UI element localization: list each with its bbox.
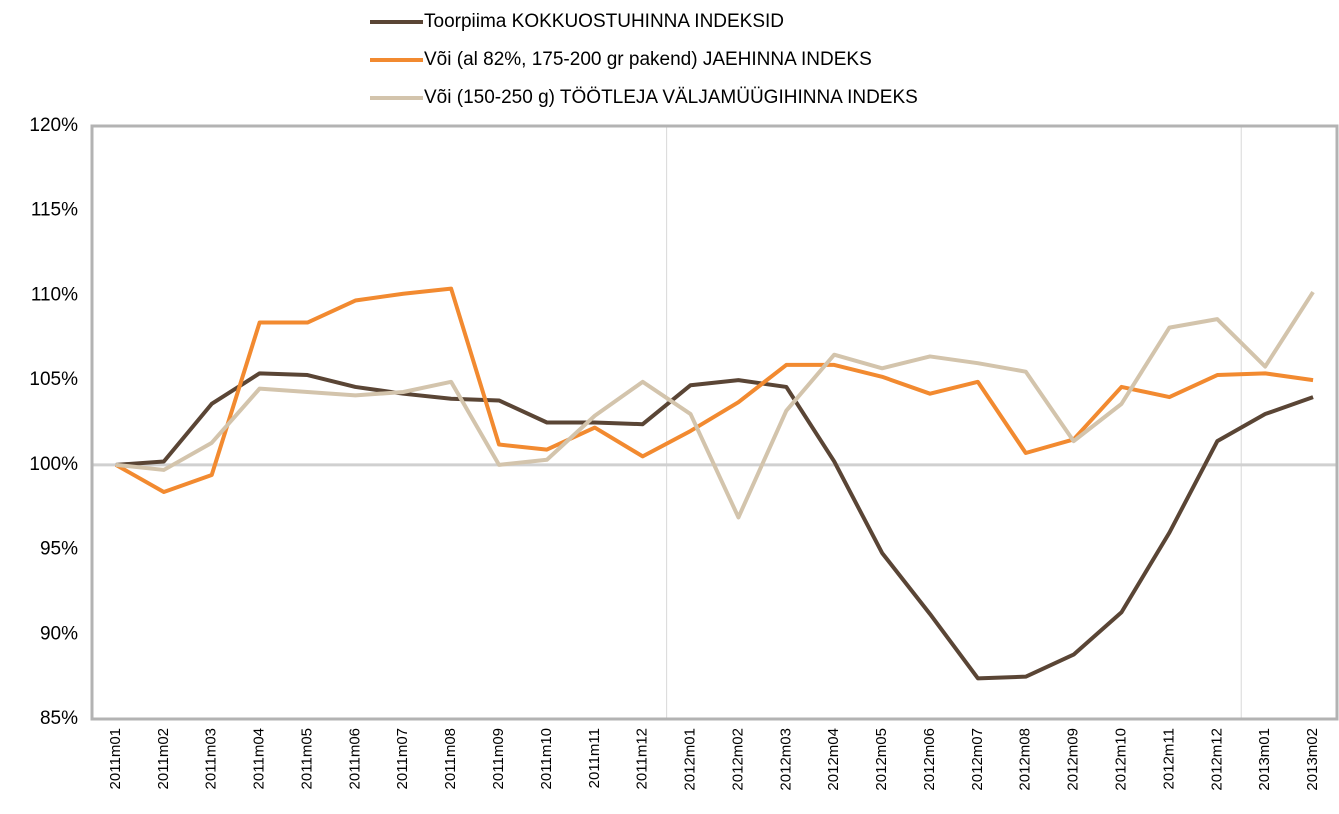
x-tick-label: 2011m11 [586, 728, 603, 788]
y-tick-label: 90% [40, 623, 78, 644]
x-tick-label: 2012m02 [729, 728, 746, 791]
series-line [115, 290, 1315, 520]
x-tick-label: 2011m03 [203, 728, 220, 789]
x-tick-label: 2012m04 [825, 728, 842, 791]
x-tick-label: 2012m11 [1160, 728, 1177, 789]
x-tick-label: 2011m07 [394, 728, 411, 789]
x-tick-label: 2011m08 [442, 728, 459, 789]
series-line [115, 371, 1314, 681]
x-tick-label: 2012m01 [682, 728, 699, 791]
x-tick-label: 2011m10 [538, 728, 555, 789]
y-tick-label: 100% [29, 454, 78, 475]
x-tick-label: 2013m02 [1304, 728, 1321, 791]
y-tick-label: 95% [40, 539, 78, 560]
x-tick-label: 2012m08 [1017, 728, 1034, 791]
x-tick-label: 2011m02 [155, 728, 172, 789]
x-tick-label: 2012m06 [921, 728, 938, 791]
x-tick-label: 2012m07 [969, 728, 986, 791]
y-tick-label: 115% [31, 200, 78, 221]
legend-label: Või (al 82%, 175-200 gr pakend) JAEHINNA… [424, 49, 872, 70]
x-tick-label: 2012m03 [777, 728, 794, 791]
x-tick-label: 2012m05 [873, 728, 890, 791]
legend-label: Toorpiima KOKKUOSTUHINNA INDEKSID [424, 11, 784, 32]
x-tick-label: 2011m09 [490, 728, 507, 789]
x-tick-label: 2011m05 [298, 728, 315, 789]
x-tick-label: 2012m09 [1065, 728, 1082, 791]
x-tick-label: 2011m01 [107, 728, 124, 789]
legend-label: Või (150-250 g) TÖÖTLEJA VÄLJAMÜÜGIHINNA… [424, 87, 918, 108]
y-tick-label: 120% [29, 115, 78, 136]
x-tick-label: 2011m06 [346, 728, 363, 789]
y-tick-label: 110% [31, 284, 78, 305]
plot-border [90, 124, 1339, 721]
y-tick-label: 85% [40, 708, 78, 729]
y-tick-label: 105% [29, 369, 78, 390]
x-tick-label: 2011m04 [251, 728, 268, 789]
x-tick-label: 2012m10 [1112, 728, 1129, 791]
x-tick-label: 2012m12 [1208, 728, 1225, 791]
x-tick-label: 2011m12 [634, 728, 651, 789]
x-tick-label: 2013m01 [1256, 728, 1273, 791]
series-line [114, 286, 1314, 494]
